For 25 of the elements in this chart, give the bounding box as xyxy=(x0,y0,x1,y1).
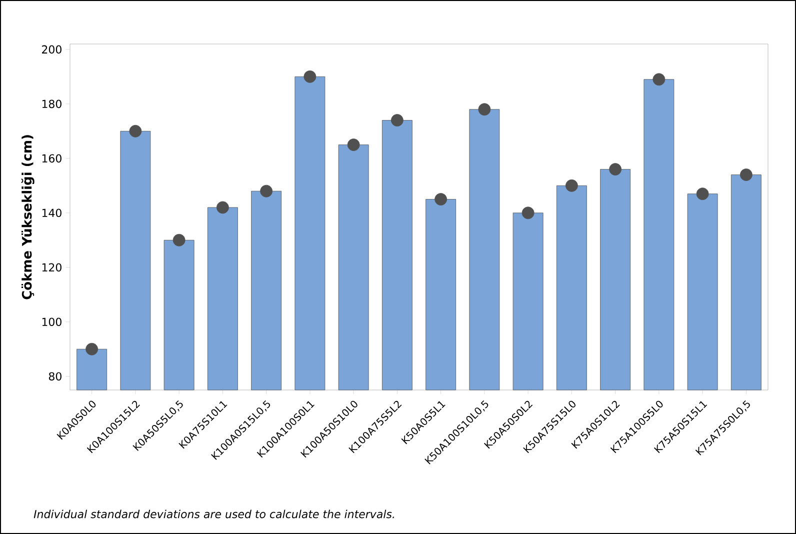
y-tick-label: 200 xyxy=(42,45,62,54)
point xyxy=(172,234,186,246)
point xyxy=(390,114,404,126)
point xyxy=(260,184,273,198)
point xyxy=(434,193,448,206)
point xyxy=(478,103,491,116)
point xyxy=(652,73,666,86)
y-tick-label: 180 xyxy=(42,100,62,108)
point xyxy=(696,188,709,200)
text: Individual standard deviations are used to calculate the intervals. xyxy=(34,510,394,518)
y-tick-label: 140 xyxy=(42,208,62,218)
point xyxy=(565,179,578,192)
y-axis-title: Çökme Yüksekliği (cm) xyxy=(21,135,34,300)
point xyxy=(609,163,622,176)
y-tick-label: 160 xyxy=(42,154,62,163)
point xyxy=(129,124,142,138)
point xyxy=(347,138,360,151)
y-tick-label: 100 xyxy=(42,318,62,326)
point xyxy=(216,201,229,214)
point xyxy=(740,168,752,181)
point xyxy=(522,206,534,220)
y-tick-label: 80 xyxy=(48,372,62,381)
point xyxy=(304,70,316,83)
y-tick-label: 120 xyxy=(42,263,62,272)
point xyxy=(86,342,98,356)
